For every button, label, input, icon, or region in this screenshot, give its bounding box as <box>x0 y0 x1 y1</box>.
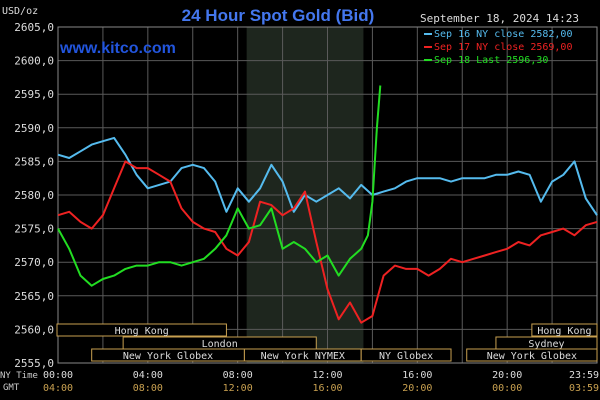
series-line-1 <box>57 136 598 216</box>
legend-entry: Sep 17 NY close 2569,00 <box>434 42 572 53</box>
ny-time-label: NY Time <box>0 371 38 381</box>
x-tick-label-gmt: 16:00 <box>312 383 342 394</box>
x-tick-label-ny: 08:00 <box>223 370 253 381</box>
session-label: New York NYMEX <box>261 351 345 362</box>
legend: Sep 16 NY close 2582,00 Sep 17 NY close 2… <box>424 29 572 66</box>
x-tick-label-ny: 23:59 <box>569 370 599 381</box>
y-tick-label: 2570,0 <box>14 256 54 269</box>
y-tick-label: 2600,0 <box>14 55 54 68</box>
session-box <box>360 348 452 362</box>
x-tick-label-gmt: 04:00 <box>43 383 73 394</box>
y-unit-label: USD/oz <box>2 6 38 17</box>
y-tick-label: 2605,0 <box>14 21 54 34</box>
series-line-2 <box>57 160 598 324</box>
x-tick-label-gmt: 03:59 <box>569 383 599 394</box>
session-label: London <box>202 339 238 350</box>
y-tick-label: 2560,0 <box>14 323 54 336</box>
chart-title: 24 Hour Spot Gold (Bid) <box>182 6 375 25</box>
session-label: Hong Kong <box>537 326 591 337</box>
y-tick-label: 2575,0 <box>14 223 54 236</box>
session-label: New York Globex <box>487 351 577 362</box>
y-tick-labels: 2605,0 2600,0 2595,0 2590,0 2585,0 2580,0 2575… <box>14 21 54 370</box>
y-tick-label: 2595,0 <box>14 88 54 101</box>
x-tick-label-gmt: 00:00 <box>492 383 522 394</box>
x-tick-label-ny: 04:00 <box>133 370 163 381</box>
x-tick-label-gmt: 08:00 <box>133 383 163 394</box>
x-tick-labels: 00:00 04:00 04:00 08:00 08:00 12:00 12:00 16:00… <box>43 370 599 394</box>
session-label: Hong Kong <box>115 326 169 337</box>
plot-frame <box>57 26 598 364</box>
y-tick-label: 2580,0 <box>14 189 54 202</box>
x-tick-label-ny: 00:00 <box>43 370 73 381</box>
series-line-3 <box>57 85 382 287</box>
session-box <box>56 323 227 337</box>
legend-entry: Sep 16 NY close 2582,00 <box>434 29 572 40</box>
legend-entry: Sep 18 Last 2596,30 <box>434 55 548 66</box>
date-time-stamp: September 18, 2024 14:23 <box>420 12 579 25</box>
session-label: New York Globex <box>123 351 213 362</box>
x-tick-label-ny: 16:00 <box>402 370 432 381</box>
session-label: NY Globex <box>379 351 433 362</box>
session-box <box>531 323 598 337</box>
x-tick-label-ny: 12:00 <box>312 370 342 381</box>
y-tick-label: 2590,0 <box>14 122 54 135</box>
price-lines <box>57 85 598 324</box>
y-tick-label: 2565,0 <box>14 290 54 303</box>
y-tick-label: 2555,0 <box>14 357 54 370</box>
x-tick-label-ny: 20:00 <box>492 370 522 381</box>
x-tick-label-gmt: 12:00 <box>223 383 253 394</box>
x-tick-label-gmt: 20:00 <box>402 383 432 394</box>
y-tick-label: 2585,0 <box>14 155 54 168</box>
watermark-url: www.kitco.com <box>59 40 176 57</box>
gmt-label: GMT <box>3 383 20 393</box>
session-label: Sydney <box>528 339 564 350</box>
session-box <box>466 348 598 362</box>
